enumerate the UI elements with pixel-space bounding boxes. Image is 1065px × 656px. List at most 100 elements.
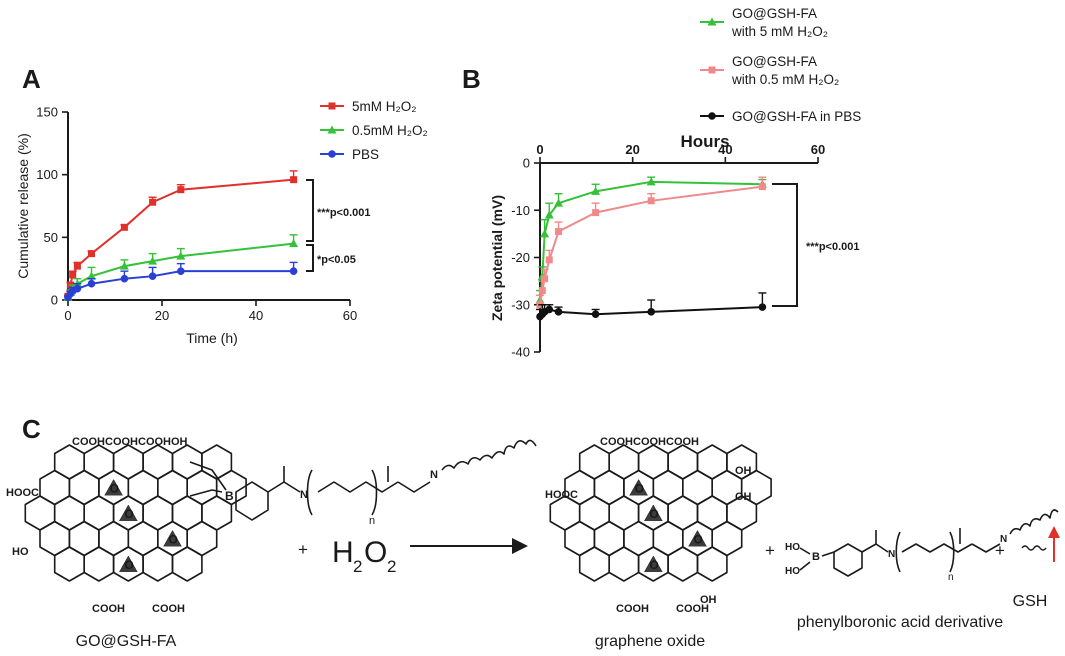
amine-n: N — [430, 469, 438, 481]
chart-b-y-tick-label: -10 — [511, 203, 530, 218]
reactant-graphene-lattice: OOOO — [24, 444, 247, 582]
reactant-hexagon — [171, 546, 203, 582]
reaction-arrow-head — [512, 538, 528, 554]
chart-b-y-tick-label: -30 — [511, 297, 530, 312]
chart-a-x-tick-label: 40 — [249, 308, 263, 323]
chart-b-x-tick-label: 40 — [718, 142, 732, 157]
chart-a-y-tick-label: 0 — [51, 293, 58, 308]
product-oh-1: OH — [735, 465, 752, 477]
chart-b-legend-label: with 0.5 mM H₂O₂ — [731, 72, 839, 87]
caption-graphene-oxide: graphene oxide — [595, 633, 705, 650]
svg-text:H: H — [332, 536, 354, 569]
chart-a-series-2-point — [73, 284, 82, 293]
chart-a-legend-label: 5mM H₂O₂ — [352, 99, 416, 114]
pba-amide-n: N — [888, 549, 895, 560]
caption-reactant: GO@GSH-FA — [76, 633, 177, 650]
product-hexagon — [667, 546, 699, 582]
chart-a-series-0-point — [149, 198, 157, 206]
chart-b-legend: GO@GSH-FA with 5 mM H₂O₂ GO@GSH-FA with 0.5… — [700, 6, 861, 124]
chart-a-y-label: Cumulative release (%) — [15, 133, 31, 279]
chart-b-y-tick-label: 0 — [523, 156, 530, 171]
chart-b-legend-swatch-marker — [708, 112, 716, 120]
chart-a-series-0-point — [120, 223, 128, 231]
reactant-hooc: HOOC — [6, 487, 39, 499]
chart-b-x-tick-label: 60 — [811, 142, 825, 157]
chart-b-y-tick-label: -20 — [511, 250, 530, 265]
chart-a-legend: 5mM H₂O₂ 0.5mM H₂O₂ PBS — [320, 99, 428, 162]
chart-a-series-2-point — [177, 267, 185, 275]
chart-a-x-tick-label: 0 — [64, 308, 71, 323]
reactant-cooh-2: COOH — [152, 603, 185, 615]
chart-a-y-tick-label: 50 — [44, 230, 58, 245]
chart-b-series-0-point — [540, 229, 550, 238]
amide-n: N — [300, 489, 308, 501]
chart-b-y-tick-label: -40 — [511, 345, 530, 360]
chart-b-legend-item-0: GO@GSH-FA with 5 mM H₂O₂ — [700, 6, 828, 39]
product-hooc: HOOC — [545, 489, 578, 501]
chart-b-series-2-point — [554, 308, 563, 316]
peg-brackets — [306, 469, 378, 516]
chart-b-series-1-point — [538, 287, 546, 295]
pba-ho-1: HO — [785, 542, 800, 553]
reactant-ho: HO — [12, 546, 29, 558]
chart-a-annotation-1: ***p<0.001 — [317, 207, 371, 219]
chart-a-x-tick-label: 20 — [155, 308, 169, 323]
product-graphene-lattice: OOOO — [549, 444, 772, 582]
chart-a-release: 0 20 40 60 0 50 100 150 Time (h) Cumulative rel… — [15, 99, 428, 346]
release-arrow-head-icon — [1048, 526, 1060, 538]
chart-a-y-tick-label: 150 — [36, 105, 58, 120]
peg-n: n — [369, 515, 375, 527]
chart-b-series-2-point — [758, 303, 767, 311]
chart-a-series-2-point — [87, 279, 96, 288]
chart-a-series-1-point — [148, 256, 158, 265]
svg-text:2: 2 — [353, 557, 362, 576]
pba-peg-brackets — [895, 531, 955, 573]
chart-b-bracket — [772, 183, 798, 307]
chart-a-x-tick-label: 60 — [343, 308, 357, 323]
chart-b-x-tick-label: 20 — [625, 142, 639, 157]
chart-b-series-0-point — [544, 210, 554, 219]
chart-b-series-1-point — [555, 228, 563, 236]
chart-b-series-1 — [536, 176, 767, 309]
chart-a-legend-swatch-marker — [328, 150, 336, 158]
chart-a-series-1-point — [119, 261, 129, 270]
chart-a-series-1-point — [289, 239, 299, 248]
reactant-cooh-top: COOHCOOHCOOHOH — [72, 436, 188, 448]
chart-b-series-1-point — [545, 256, 553, 264]
chart-a-series-2-line — [67, 270, 294, 299]
chart-a-annotation-2: *p<0.05 — [317, 254, 356, 266]
product-wedge — [629, 478, 648, 496]
chart-b-series-1-point — [592, 209, 600, 217]
chart-b-series-1-point — [758, 183, 766, 191]
chart-a-series-0-point — [88, 250, 95, 258]
chart-a-series-0 — [64, 170, 298, 300]
chart-a-series-2-point — [148, 272, 157, 280]
reactant-hexagon — [142, 546, 174, 582]
chart-b-legend-label: GO@GSH-FA in PBS — [732, 109, 861, 124]
chart-b-series-0-point — [554, 198, 564, 207]
pba-ring — [799, 530, 889, 577]
chart-b-legend-swatch-marker — [708, 66, 716, 74]
caption-pba-derivative: phenylboronic acid derivative — [797, 614, 1003, 631]
plus-2: + — [765, 541, 775, 560]
chart-a-series-2-point — [120, 274, 129, 283]
h2o2-reagent: H 2 O 2 — [332, 536, 396, 576]
chart-a-series-1-point — [176, 251, 186, 260]
chart-a-legend-item-1: 0.5mM H₂O₂ — [320, 123, 428, 138]
product-wedge — [644, 504, 663, 522]
chart-b-zeta: 0 20 40 60 0 -10 -20 -30 -40 Hours Zeta potentia… — [489, 6, 861, 360]
product-hexagon — [608, 546, 640, 582]
chart-b-legend-label: GO@GSH-FA — [732, 54, 817, 69]
chart-a-x-label: Time (h) — [186, 330, 238, 346]
reactant-cooh-1: COOH — [92, 603, 125, 615]
reactant-wedge — [119, 504, 138, 522]
chart-a-legend-swatch-marker — [328, 102, 336, 110]
pba-amine-n: N — [1000, 534, 1007, 545]
reactant-wedge — [163, 529, 182, 547]
plus-3: + — [995, 541, 1005, 560]
chart-b-series-1-point — [647, 197, 655, 205]
chart-b-series-1-line — [539, 185, 763, 305]
product-cooh-1: COOH — [616, 603, 649, 615]
product-cooh-2: COOH — [676, 603, 709, 615]
chart-b-y-label: Zeta potential (mV) — [489, 195, 505, 321]
